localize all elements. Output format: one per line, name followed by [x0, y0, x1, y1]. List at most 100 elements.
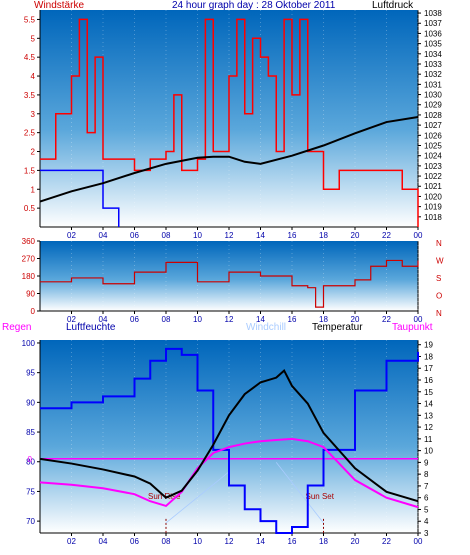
- sun-arc-left: [165, 471, 230, 524]
- x-tick-label: 20: [351, 315, 360, 324]
- x-tick-label: 00: [414, 537, 423, 546]
- y-left-tick-label: 2.5: [24, 129, 36, 138]
- y-right-tick-label: 15: [424, 388, 433, 397]
- y-right-tick-label: 12: [424, 423, 433, 432]
- y-left-tick-label: 3: [31, 110, 36, 119]
- x-tick-label: 20: [351, 231, 360, 240]
- x-tick-label: 14: [256, 537, 265, 546]
- legend-humidity: Luftfeuchte: [66, 322, 116, 333]
- direction-label: W: [436, 257, 444, 266]
- y-right-tick-label: 1019: [424, 203, 442, 212]
- y-right-tick-label: 1032: [424, 70, 442, 79]
- sunset-label: Sun Set: [306, 492, 335, 501]
- y-left-tick-label: 3.5: [24, 91, 36, 100]
- y-left-tick-label: 4: [31, 72, 36, 81]
- y-left-tick-label: 100: [22, 339, 36, 348]
- y-right-tick-label: 3: [424, 529, 429, 538]
- wind-gust-line: [40, 169, 120, 227]
- chart-title: 24 hour graph day : 28 Oktober 2011: [172, 0, 336, 11]
- x-tick-label: 08: [162, 537, 171, 546]
- x-tick-label: 16: [288, 537, 297, 546]
- y-left-tick-label: 90: [26, 290, 35, 299]
- y-left-tick-label: 75: [26, 487, 35, 496]
- x-tick-label: 06: [130, 231, 139, 240]
- legend-dewpoint: Taupunkt: [392, 322, 433, 333]
- y-left-tick-label: 70: [26, 517, 35, 526]
- sun-arc-right: [275, 462, 324, 524]
- x-tick-label: 22: [382, 231, 391, 240]
- x-tick-label: 18: [319, 537, 328, 546]
- x-tick-label: 04: [99, 315, 108, 324]
- y-right-tick-label: 16: [424, 376, 433, 385]
- y-left-tick-label: 1: [31, 185, 36, 194]
- rain-zero-label: 0: [28, 455, 33, 464]
- y-right-tick-label: 1034: [424, 50, 442, 59]
- y-right-tick-label: 13: [424, 411, 433, 420]
- y-left-tick-label: 90: [26, 398, 35, 407]
- direction-label: N: [436, 239, 442, 248]
- legend-temperature: Temperatur: [312, 322, 363, 333]
- x-tick-label: 00: [414, 231, 423, 240]
- y-right-tick-label: 1022: [424, 172, 442, 181]
- y-right-tick-label: 1033: [424, 60, 442, 69]
- y-left-tick-label: 270: [22, 255, 36, 264]
- y-right-tick-label: 1026: [424, 131, 442, 140]
- y-right-tick-label: 1023: [424, 162, 442, 171]
- x-tick-label: 08: [162, 315, 171, 324]
- y-right-tick-label: 17: [424, 364, 433, 373]
- x-tick-label: 02: [67, 537, 76, 546]
- wind-direction-line: [40, 259, 419, 308]
- x-tick-label: 22: [382, 537, 391, 546]
- pressure-axis-title: Luftdruck: [372, 0, 414, 11]
- x-tick-label: 14: [256, 315, 265, 324]
- y-left-tick-label: 2: [31, 148, 36, 157]
- humidity-line: [40, 347, 419, 534]
- y-left-tick-label: 95: [26, 369, 35, 378]
- x-tick-label: 12: [225, 537, 234, 546]
- y-right-tick-label: 1021: [424, 182, 442, 191]
- direction-label: S: [436, 274, 441, 283]
- y-right-tick-label: 9: [424, 458, 429, 467]
- y-right-tick-label: 1028: [424, 111, 442, 120]
- y-left-tick-label: 0.5: [24, 204, 36, 213]
- y-left-tick-label: 80: [26, 458, 35, 467]
- y-right-tick-label: 1030: [424, 91, 442, 100]
- temperature-line: [39, 368, 419, 503]
- x-tick-label: 06: [130, 315, 139, 324]
- x-tick-label: 08: [162, 231, 171, 240]
- y-right-tick-label: 1031: [424, 80, 442, 89]
- y-right-tick-label: 18: [424, 352, 433, 361]
- y-right-tick-label: 1024: [424, 152, 442, 161]
- y-left-tick-label: 1.5: [24, 166, 36, 175]
- y-left-tick-label: 180: [22, 272, 36, 281]
- y-right-tick-label: 8: [424, 470, 429, 479]
- direction-label: N: [436, 309, 442, 318]
- y-left-tick-label: 360: [22, 237, 36, 246]
- x-tick-label: 00: [414, 315, 423, 324]
- x-tick-label: 04: [99, 537, 108, 546]
- wind-axis-title: Windstärke: [34, 0, 84, 11]
- x-tick-label: 16: [288, 231, 297, 240]
- y-right-tick-label: 11: [424, 435, 433, 444]
- x-tick-label: 10: [193, 537, 202, 546]
- x-tick-label: 02: [67, 315, 76, 324]
- y-right-tick-label: 7: [424, 482, 429, 491]
- wind-speed-line: [40, 18, 419, 227]
- y-right-tick-label: 6: [424, 494, 429, 503]
- humidity-temp-chart: 02 04 06 08 10 12 14 16 18 20 22 001009590858075701…: [22, 339, 434, 546]
- wind-pressure-chart: 02 04 06 08 10 12 14 16 18 20 22 00 5.5 5 4.5 4 3.5 3 2.5 2…: [24, 9, 442, 240]
- y-right-tick-label: 4: [424, 517, 429, 526]
- x-tick-label: 18: [319, 231, 328, 240]
- pressure-line: [39, 115, 419, 203]
- y-right-tick-label: 1020: [424, 192, 442, 201]
- x-tick-label: 18: [319, 315, 328, 324]
- legend-rain: Regen: [2, 322, 31, 333]
- y-right-tick-label: 1037: [424, 19, 442, 28]
- x-tick-label: 06: [130, 537, 139, 546]
- y-left-tick-label: 5.5: [24, 15, 36, 24]
- y-right-tick-label: 14: [424, 400, 433, 409]
- x-tick-label: 20: [351, 537, 360, 546]
- x-tick-label: 16: [288, 315, 297, 324]
